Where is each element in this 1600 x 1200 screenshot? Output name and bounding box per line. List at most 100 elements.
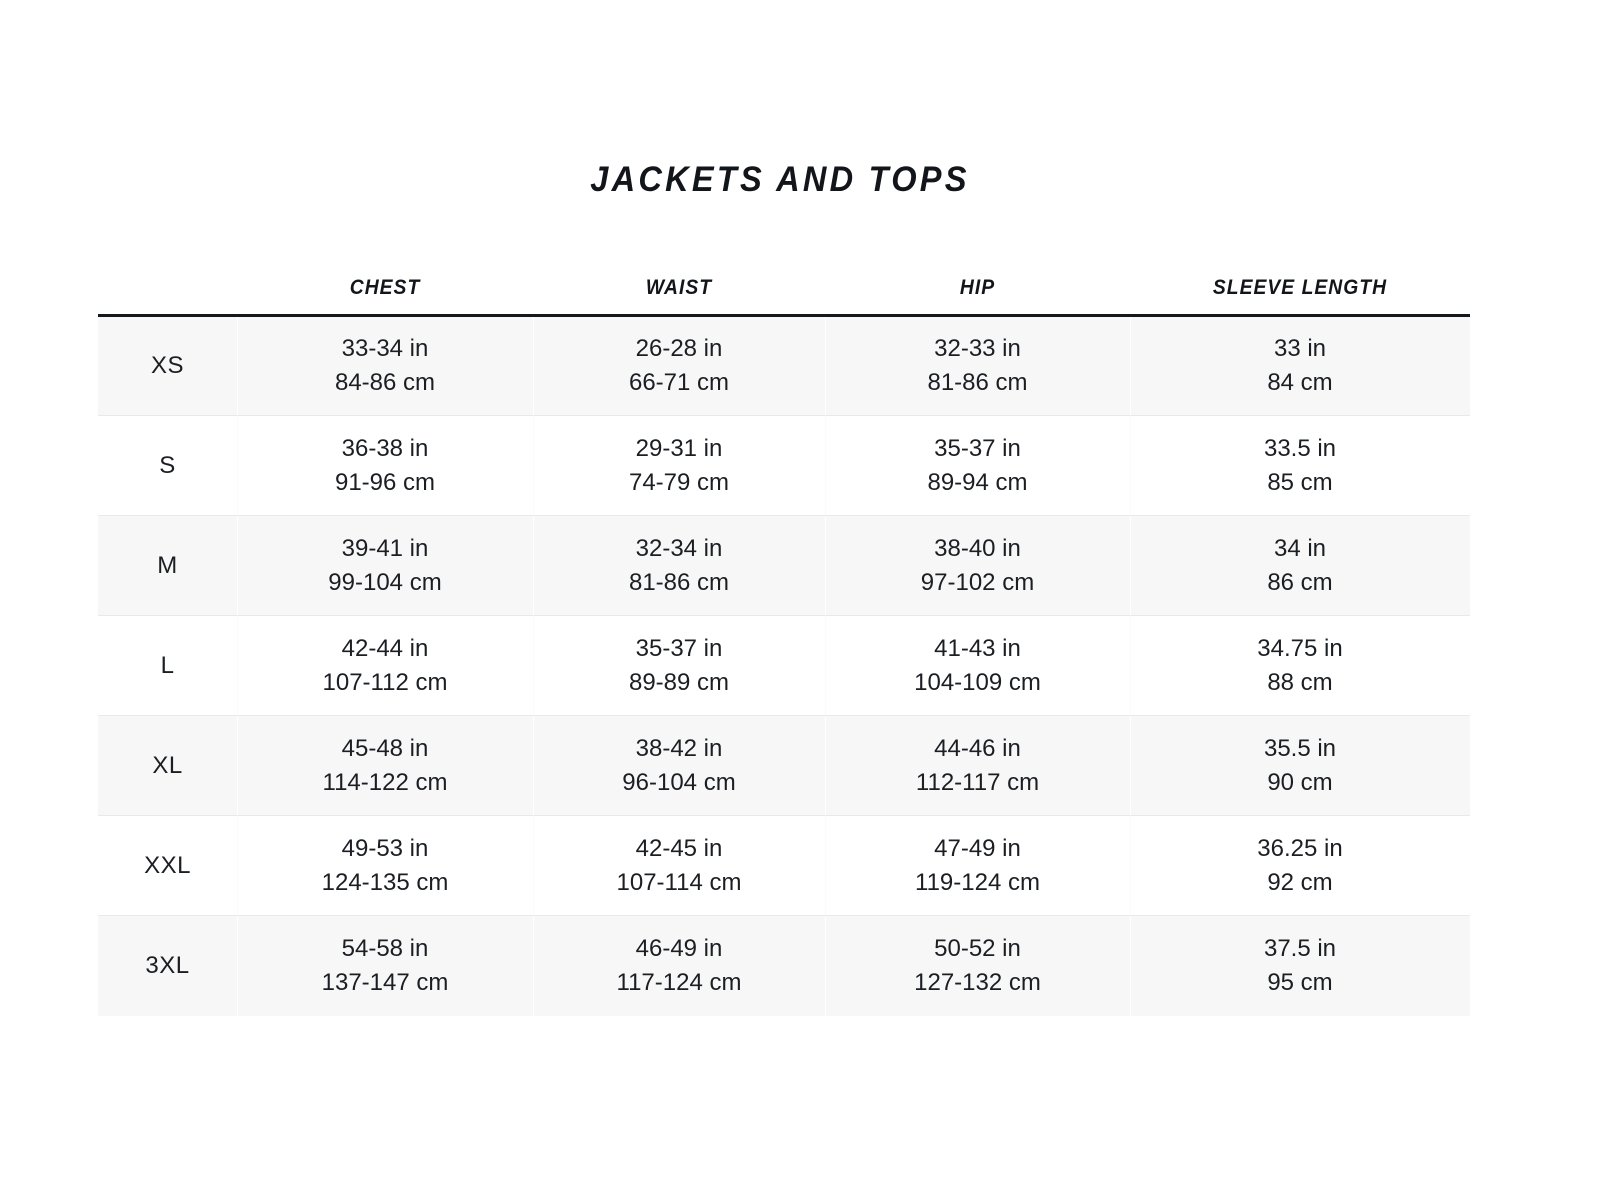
table-row: L 42-44 in 107-112 cm 35-37 in 89-89 cm … bbox=[98, 615, 1470, 716]
size-chart-table-wrapper: CHEST WAIST HIP SLEEVE LENGTH XS 33-34 i… bbox=[98, 248, 1470, 1016]
value-centimeters: 117-124 cm bbox=[616, 968, 742, 996]
page-title: JACKETS AND TOPS bbox=[590, 160, 970, 199]
row-size-label: XL bbox=[98, 715, 237, 816]
cell-hip: 41-43 in 104-109 cm bbox=[825, 615, 1130, 716]
value-centimeters: 92 cm bbox=[1267, 868, 1333, 896]
column-header-waist: WAIST bbox=[544, 248, 814, 317]
cell-hip: 32-33 in 81-86 cm bbox=[825, 315, 1130, 416]
table-row: M 39-41 in 99-104 cm 32-34 in 81-86 cm 3… bbox=[98, 515, 1470, 616]
cell-chest: 45-48 in 114-122 cm bbox=[237, 715, 533, 816]
value-centimeters: 86 cm bbox=[1267, 568, 1333, 596]
value-inches: 34 in bbox=[1273, 534, 1327, 562]
cell-sleeve-length: 37.5 in 95 cm bbox=[1130, 915, 1470, 1016]
value-centimeters: 81-86 cm bbox=[927, 369, 1028, 396]
column-header-sleeve-length: SLEEVE LENGTH bbox=[1143, 248, 1457, 317]
value-inches: 35-37 in bbox=[934, 434, 1021, 462]
cell-waist: 29-31 in 74-79 cm bbox=[533, 415, 825, 516]
value-inches: 36-38 in bbox=[341, 434, 429, 462]
value-centimeters: 97-102 cm bbox=[920, 568, 1035, 596]
value-centimeters: 84 cm bbox=[1267, 369, 1333, 396]
table-row: XXL 49-53 in 124-135 cm 42-45 in 107-114… bbox=[98, 815, 1470, 916]
cell-waist: 26-28 in 66-71 cm bbox=[533, 315, 825, 416]
value-inches: 33 in bbox=[1273, 335, 1327, 362]
value-inches: 36.25 in bbox=[1257, 834, 1343, 862]
cell-chest: 54-58 in 137-147 cm bbox=[237, 915, 533, 1016]
value-inches: 33-34 in bbox=[341, 335, 429, 362]
table-body: XS 33-34 in 84-86 cm 26-28 in 66-71 cm 3… bbox=[98, 315, 1470, 1016]
value-inches: 42-44 in bbox=[341, 634, 429, 662]
cell-sleeve-length: 35.5 in 90 cm bbox=[1130, 715, 1470, 816]
value-inches: 26-28 in bbox=[635, 335, 723, 362]
row-size-label: XS bbox=[98, 315, 237, 416]
cell-chest: 33-34 in 84-86 cm bbox=[237, 315, 533, 416]
cell-chest: 39-41 in 99-104 cm bbox=[237, 515, 533, 616]
value-centimeters: 99-104 cm bbox=[328, 568, 442, 596]
value-centimeters: 114-122 cm bbox=[322, 768, 448, 796]
value-centimeters: 81-86 cm bbox=[628, 568, 730, 596]
row-size-label: XXL bbox=[98, 815, 237, 916]
value-centimeters: 91-96 cm bbox=[334, 468, 436, 496]
cell-hip: 35-37 in 89-94 cm bbox=[825, 415, 1130, 516]
value-inches: 50-52 in bbox=[934, 934, 1021, 962]
value-centimeters: 89-89 cm bbox=[628, 668, 730, 696]
value-inches: 49-53 in bbox=[341, 834, 429, 862]
value-centimeters: 124-135 cm bbox=[321, 868, 449, 896]
value-centimeters: 96-104 cm bbox=[622, 768, 736, 796]
value-inches: 47-49 in bbox=[934, 834, 1021, 862]
value-centimeters: 88 cm bbox=[1267, 668, 1333, 696]
cell-chest: 42-44 in 107-112 cm bbox=[237, 615, 533, 716]
cell-chest: 49-53 in 124-135 cm bbox=[237, 815, 533, 916]
table-row: XS 33-34 in 84-86 cm 26-28 in 66-71 cm 3… bbox=[98, 315, 1470, 416]
value-inches: 44-46 in bbox=[934, 734, 1021, 762]
value-inches: 32-33 in bbox=[934, 335, 1021, 362]
row-size-label: L bbox=[98, 615, 237, 716]
cell-hip: 50-52 in 127-132 cm bbox=[825, 915, 1130, 1016]
cell-sleeve-length: 36.25 in 92 cm bbox=[1130, 815, 1470, 916]
cell-waist: 35-37 in 89-89 cm bbox=[533, 615, 825, 716]
cell-waist: 46-49 in 117-124 cm bbox=[533, 915, 825, 1016]
value-inches: 29-31 in bbox=[635, 434, 723, 462]
cell-chest: 36-38 in 91-96 cm bbox=[237, 415, 533, 516]
value-centimeters: 89-94 cm bbox=[927, 468, 1028, 496]
value-inches: 38-42 in bbox=[635, 734, 723, 762]
value-centimeters: 107-112 cm bbox=[322, 668, 448, 696]
value-inches: 39-41 in bbox=[341, 534, 429, 562]
column-header-chest: CHEST bbox=[248, 248, 522, 317]
table-head: CHEST WAIST HIP SLEEVE LENGTH bbox=[98, 248, 1470, 317]
table-row: S 36-38 in 91-96 cm 29-31 in 74-79 cm 35… bbox=[98, 415, 1470, 516]
value-inches: 46-49 in bbox=[635, 934, 723, 962]
value-centimeters: 66-71 cm bbox=[628, 369, 730, 396]
value-centimeters: 85 cm bbox=[1267, 468, 1333, 496]
value-centimeters: 127-132 cm bbox=[914, 968, 1041, 996]
value-inches: 42-45 in bbox=[635, 834, 723, 862]
value-centimeters: 74-79 cm bbox=[628, 468, 730, 496]
value-inches: 35.5 in bbox=[1263, 734, 1337, 762]
value-inches: 54-58 in bbox=[341, 934, 429, 962]
column-header-hip: HIP bbox=[837, 248, 1118, 317]
cell-waist: 42-45 in 107-114 cm bbox=[533, 815, 825, 916]
value-centimeters: 90 cm bbox=[1267, 768, 1333, 796]
value-inches: 45-48 in bbox=[341, 734, 429, 762]
row-size-label: 3XL bbox=[98, 915, 237, 1016]
value-inches: 32-34 in bbox=[635, 534, 723, 562]
size-chart-table: CHEST WAIST HIP SLEEVE LENGTH XS 33-34 i… bbox=[98, 248, 1470, 1016]
value-inches: 34.75 in bbox=[1257, 634, 1343, 662]
cell-sleeve-length: 34.75 in 88 cm bbox=[1130, 615, 1470, 716]
cell-sleeve-length: 34 in 86 cm bbox=[1130, 515, 1470, 616]
value-inches: 38-40 in bbox=[934, 534, 1021, 562]
value-centimeters: 84-86 cm bbox=[334, 369, 436, 396]
value-centimeters: 95 cm bbox=[1267, 968, 1333, 996]
value-inches: 41-43 in bbox=[934, 634, 1021, 662]
column-header-size bbox=[103, 248, 232, 317]
value-centimeters: 107-114 cm bbox=[616, 868, 742, 896]
cell-sleeve-length: 33.5 in 85 cm bbox=[1130, 415, 1470, 516]
value-centimeters: 137-147 cm bbox=[321, 968, 449, 996]
value-inches: 35-37 in bbox=[635, 634, 723, 662]
cell-waist: 38-42 in 96-104 cm bbox=[533, 715, 825, 816]
cell-waist: 32-34 in 81-86 cm bbox=[533, 515, 825, 616]
row-size-label: S bbox=[98, 415, 237, 516]
cell-hip: 44-46 in 112-117 cm bbox=[825, 715, 1130, 816]
table-row: 3XL 54-58 in 137-147 cm 46-49 in 117-124… bbox=[98, 915, 1470, 1016]
value-inches: 37.5 in bbox=[1263, 934, 1337, 962]
